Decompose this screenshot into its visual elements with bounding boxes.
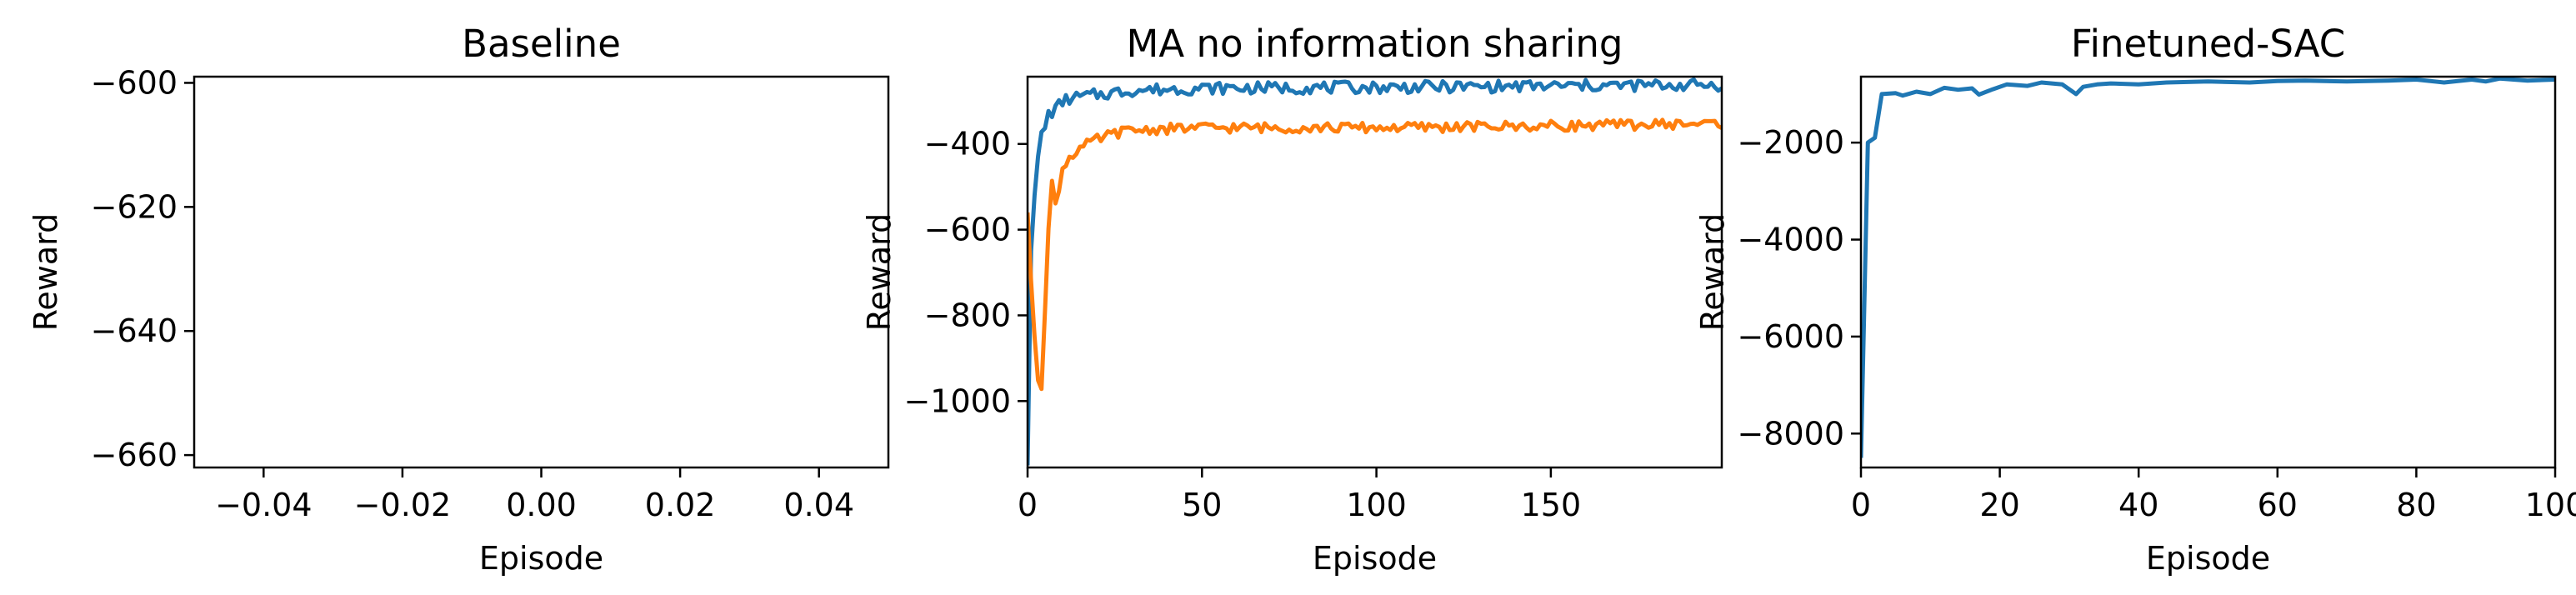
chart-title: Baseline bbox=[462, 22, 621, 66]
y-tick-label: −600 bbox=[91, 64, 178, 101]
x-tick-label: −0.02 bbox=[354, 487, 451, 523]
x-tick-label: 40 bbox=[2118, 487, 2158, 523]
series-line-1 bbox=[1861, 77, 2555, 458]
x-tick-label: 20 bbox=[1979, 487, 2019, 523]
x-axis-label: Episode bbox=[2146, 540, 2270, 577]
x-tick-label: 0.04 bbox=[783, 487, 854, 523]
x-tick-label: 100 bbox=[1346, 487, 1407, 523]
chart-panel-3: 0 20 40 60 80 100 −2000 −4000 −6000 −8000 Finetune… bbox=[1694, 22, 2576, 577]
x-tick-label: 0 bbox=[1851, 487, 1871, 523]
x-tick-label: 100 bbox=[2525, 487, 2576, 523]
x-tick-label: 80 bbox=[2396, 487, 2436, 523]
x-tick-label: 0.00 bbox=[506, 487, 577, 523]
x-tick-label: −0.04 bbox=[215, 487, 312, 523]
plot-frame bbox=[1859, 75, 2557, 469]
y-tick-label: −660 bbox=[91, 437, 178, 473]
y-tick-label: −620 bbox=[91, 188, 178, 225]
x-tick-label: 150 bbox=[1521, 487, 1582, 523]
y-tick-label: −400 bbox=[924, 126, 1011, 162]
y-tick-label: −2000 bbox=[1737, 124, 1844, 161]
x-tick-label: 0 bbox=[1018, 487, 1038, 523]
chart-panel-2: 0 50 100 150 −400 −600 −800 −1000 MA no informat… bbox=[861, 22, 1723, 577]
y-tick-label: −1000 bbox=[903, 382, 1011, 419]
y-tick-label: −800 bbox=[924, 297, 1011, 333]
series-line-1 bbox=[1028, 77, 1722, 466]
x-axis-label: Episode bbox=[1313, 540, 1437, 577]
y-axis-label: Reward bbox=[1694, 213, 1731, 332]
chart-title: Finetuned-SAC bbox=[2071, 22, 2345, 66]
plot-frame bbox=[193, 75, 890, 469]
y-axis-label: Reward bbox=[28, 213, 64, 332]
y-tick-label: −640 bbox=[91, 312, 178, 349]
chart-panel-1: −0.04 −0.02 0.00 0.02 0.04 −600 −620 −640 −660 Ba… bbox=[28, 22, 890, 577]
x-tick-label: 50 bbox=[1182, 487, 1222, 523]
series-line-2 bbox=[1028, 118, 1722, 392]
y-tick-label: −8000 bbox=[1737, 415, 1844, 452]
x-tick-label: 60 bbox=[2258, 487, 2298, 523]
y-axis-label: Reward bbox=[861, 213, 898, 332]
plot-frame bbox=[1026, 75, 1723, 469]
x-tick-label: 0.02 bbox=[645, 487, 716, 523]
y-tick-label: −6000 bbox=[1737, 318, 1844, 355]
chart-title: MA no information sharing bbox=[1127, 22, 1623, 66]
y-tick-label: −4000 bbox=[1737, 222, 1844, 258]
x-axis-label: Episode bbox=[479, 540, 603, 577]
y-tick-label: −600 bbox=[924, 212, 1011, 248]
